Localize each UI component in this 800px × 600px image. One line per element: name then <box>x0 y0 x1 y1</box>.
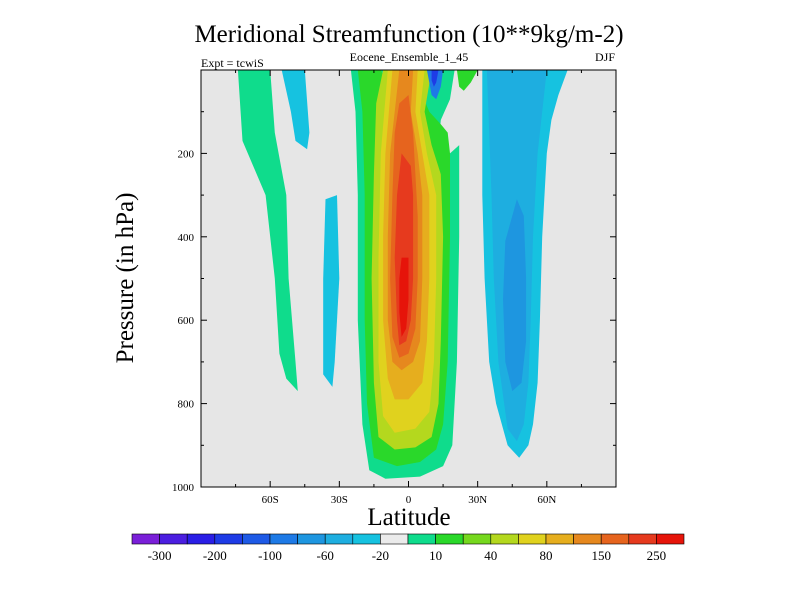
region-nh-upper-darkblue <box>431 70 439 87</box>
colorbar-label: -300 <box>148 548 172 563</box>
colorbar-swatch <box>600 533 630 545</box>
y-tick-label: 1000 <box>172 482 195 494</box>
colorbar-swatch <box>131 533 160 545</box>
colorbar: -300 -200 -100 -60 -20 10 40 80 150 250 <box>131 533 685 563</box>
region-sh-mid-blue <box>323 195 340 387</box>
colorbar-swatch <box>573 533 602 545</box>
colorbar-swatch <box>407 533 436 545</box>
region-sh-outer-green <box>237 70 298 392</box>
colorbar-label: -100 <box>258 548 282 563</box>
x-tick-label: 60S <box>262 494 279 506</box>
colorbar-label: -60 <box>317 548 334 563</box>
colorbar-label: 80 <box>540 548 553 563</box>
colorbar-swatch <box>435 533 464 545</box>
colorbar-label: 150 <box>591 548 611 563</box>
colorbar-swatch <box>324 533 354 545</box>
colorbar-swatch <box>656 533 685 545</box>
plot-area <box>200 69 617 488</box>
y-tick-label: 400 <box>178 232 195 244</box>
colorbar-swatch <box>159 533 188 545</box>
y-tick-label: 800 <box>178 399 195 411</box>
colorbar-swatch <box>214 533 243 545</box>
region-sh-small-blue <box>281 70 310 150</box>
y-tick-label: 600 <box>178 315 195 327</box>
colorbar-swatch <box>462 533 492 545</box>
colorbar-swatch <box>269 533 298 545</box>
colorbar-label: 40 <box>484 548 497 563</box>
x-axis: 60S 30S 0 30N 60N <box>235 70 582 506</box>
colorbar-swatch <box>352 533 381 545</box>
colorbar-swatch <box>518 533 547 545</box>
colorbar-swatch <box>490 533 519 545</box>
colorbar-label: 10 <box>429 548 442 563</box>
x-axis-label: Latitude <box>367 504 450 531</box>
y-axis: 200 400 600 800 1000 <box>172 111 616 494</box>
colorbar-label: -200 <box>203 548 227 563</box>
colorbar-swatch <box>380 533 409 545</box>
colorbar-label: -20 <box>372 548 389 563</box>
region-nh-blue-core <box>503 199 527 392</box>
colorbar-swatch <box>628 533 657 545</box>
colorbar-swatch <box>242 533 271 545</box>
x-tick-label: 30N <box>468 494 487 506</box>
chart-subtitle-right: DJF <box>595 50 615 64</box>
region-main-350 <box>399 257 409 337</box>
y-axis-label: Pressure (in hPa) <box>112 193 139 364</box>
chart-subtitle-left: Expt = tcwiS <box>201 56 264 70</box>
chart-subtitle-center: Eocene_Ensemble_1_45 <box>350 50 469 64</box>
region-nh-upper-green <box>456 70 478 91</box>
colorbar-label: 250 <box>647 548 667 563</box>
x-tick-label: 0 <box>406 494 412 506</box>
x-tick-label: 60N <box>537 494 556 506</box>
colorbar-swatch <box>297 533 326 545</box>
chart-title: Meridional Streamfunction (10**9kg/m-2) <box>194 21 623 48</box>
region-nh-sh-upper-green <box>367 70 377 83</box>
y-tick-label: 200 <box>178 148 195 160</box>
x-tick-label: 30S <box>331 494 348 506</box>
colorbar-swatch <box>545 533 574 545</box>
colorbar-swatch <box>186 533 216 545</box>
